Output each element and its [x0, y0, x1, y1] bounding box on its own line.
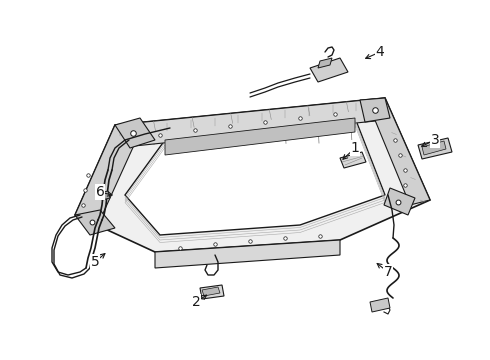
Text: 4: 4 — [376, 45, 384, 59]
Polygon shape — [75, 210, 115, 235]
Polygon shape — [100, 191, 110, 200]
Text: 6: 6 — [96, 185, 104, 199]
Text: 2: 2 — [192, 295, 200, 309]
Polygon shape — [115, 118, 155, 148]
Polygon shape — [318, 58, 332, 68]
Polygon shape — [310, 58, 348, 82]
Polygon shape — [422, 141, 446, 155]
Text: 3: 3 — [431, 133, 440, 147]
Polygon shape — [202, 287, 220, 296]
Polygon shape — [340, 152, 366, 168]
Polygon shape — [165, 118, 355, 155]
Polygon shape — [370, 298, 390, 312]
Polygon shape — [360, 98, 390, 122]
Polygon shape — [125, 118, 385, 235]
Polygon shape — [155, 240, 340, 268]
Polygon shape — [115, 98, 385, 148]
Text: 7: 7 — [384, 265, 392, 279]
Polygon shape — [384, 188, 415, 215]
Text: 5: 5 — [91, 255, 99, 269]
Polygon shape — [370, 98, 430, 205]
Polygon shape — [418, 138, 452, 159]
Polygon shape — [200, 285, 224, 299]
Polygon shape — [75, 98, 430, 252]
Polygon shape — [75, 125, 140, 220]
Text: 1: 1 — [350, 141, 360, 155]
